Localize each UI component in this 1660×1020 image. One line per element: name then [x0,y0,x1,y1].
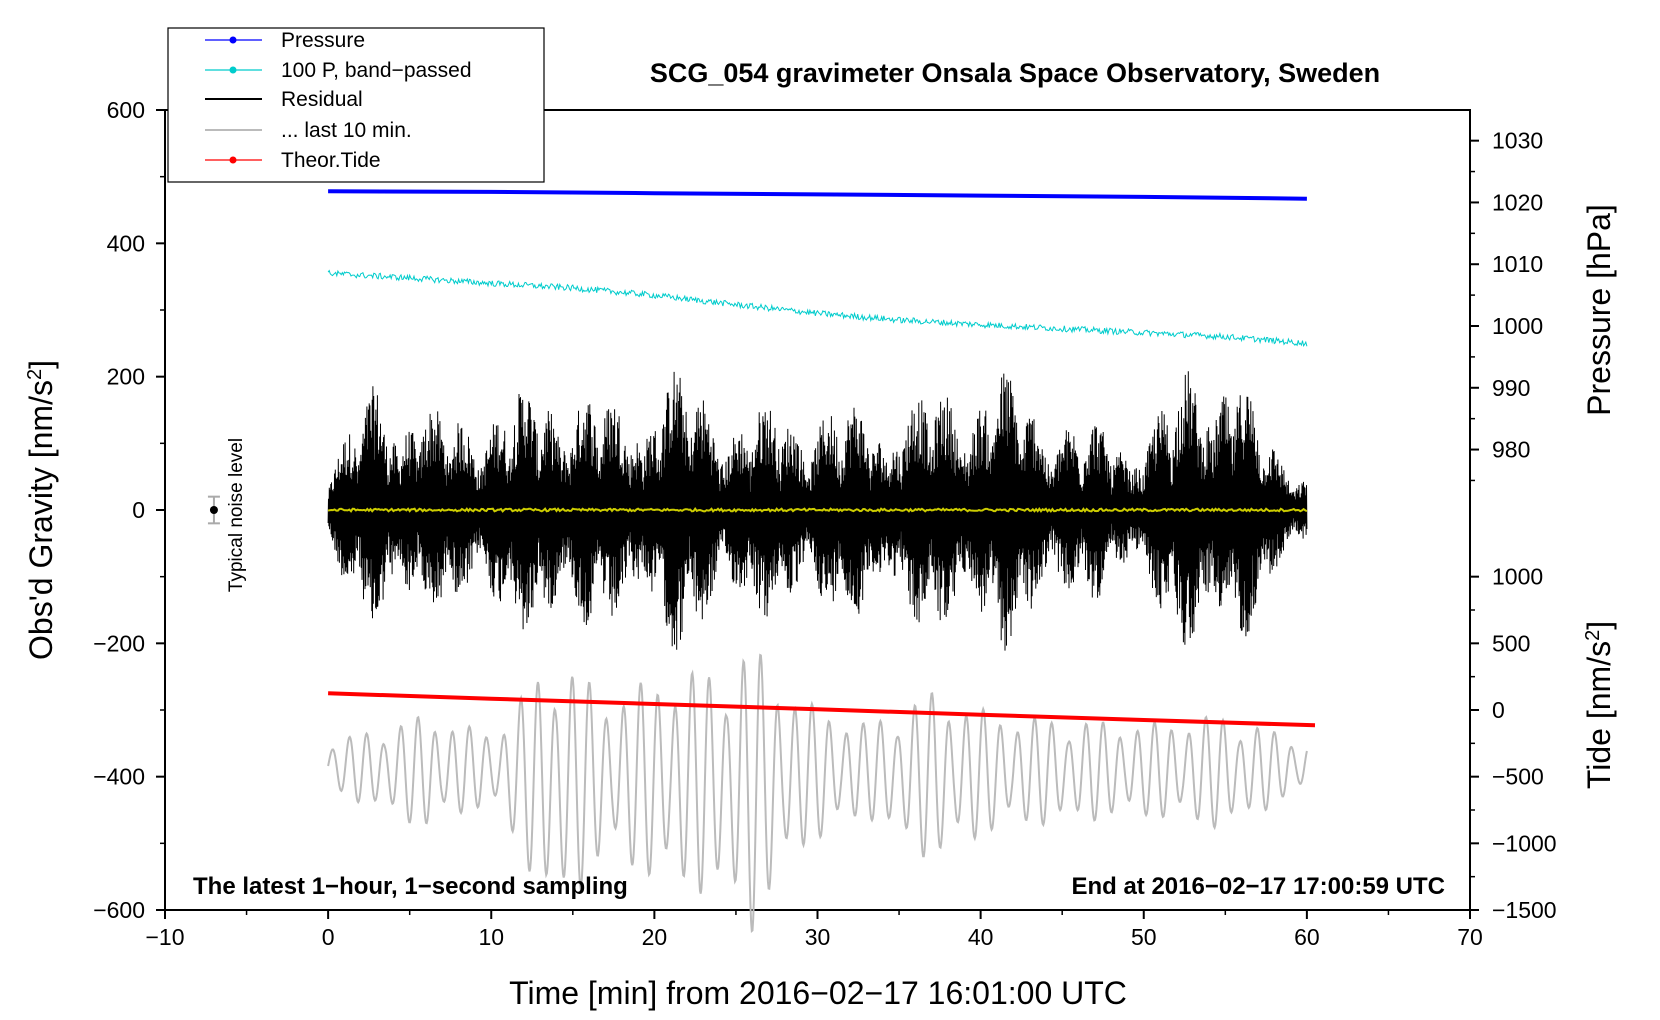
pressure-axis-title: Pressure [hPa] [1581,204,1617,416]
legend-tide-marker [229,156,237,164]
y-tick-label: −200 [93,630,145,656]
y-tick-label: 400 [107,230,145,256]
y-axis-title-left-end: ] [23,360,59,369]
pressure-tick-label: 1010 [1492,251,1543,277]
pressure-axis-title-text: Pressure [hPa] [1581,204,1617,416]
axes-layer: −10 0 10 20 30 40 50 60 70−600−400−2000200400600… [93,97,1556,950]
y-tick-label: 200 [107,364,145,390]
legend-item-residual: Residual [205,88,363,111]
tide-axis-title-text: Tide [nm/s [1581,641,1617,789]
legend-box [167,27,545,183]
series-pressure-line [328,189,1307,201]
y-axis-title-left-text: Obs'd Gravity [nm/s [23,380,59,660]
noise-level-label-wrap: Typical noise level [226,438,247,592]
series-residual-line [327,371,1308,651]
y-tick-label: 0 [132,497,145,523]
legend-tide-label: Theor.Tide [281,149,381,172]
x-tick-label: 10 [478,924,504,950]
pressure-tick-label: 1020 [1492,189,1543,215]
data-layer [327,189,1316,934]
svg-text:Tide [nm/s2]: Tide [nm/s2] [1581,621,1617,789]
y-tick-label: −400 [93,764,145,790]
legend-item-last10: ... last 10 min. [205,119,412,142]
x-axis-title: Time [min] from 2016−02−17 16:01:00 UTC [509,975,1127,1011]
y-tick-label: 600 [107,97,145,123]
note-right: End at 2016−02−17 17:00:59 UTC [1071,873,1445,900]
pressure-tick-label: 990 [1492,375,1530,401]
series-tide-line [328,691,1316,728]
legend-item-bandpassed: 100 P, band−passed [205,59,472,82]
legend-item-tide: Theor.Tide [205,149,381,172]
series-last10-line [327,653,1308,934]
x-tick-label: 60 [1294,924,1320,950]
tide-tick-label: −1000 [1492,830,1557,856]
legend-last10-label: ... last 10 min. [281,119,412,142]
chart-title: SCG_054 gravimeter Onsala Space Observat… [650,58,1380,88]
noise-level-marker [207,495,220,525]
x-tick-label: 30 [805,924,831,950]
y-axis-title-left-sup: 2 [24,369,46,380]
x-tick-label: −10 [145,924,184,950]
legend-pressure-label: Pressure [281,29,365,52]
tide-axis-title-sup: 2 [1582,630,1604,641]
series-bandpassed-line [327,269,1308,348]
x-tick-label: 0 [322,924,335,950]
pressure-tick-label: 1000 [1492,313,1543,339]
x-tick-label: 70 [1457,924,1483,950]
noise-level-label: Typical noise level [226,438,247,592]
x-tick-label: 40 [968,924,994,950]
legend: Pressure 100 P, band−passed Residual ...… [167,27,545,183]
series-yellow-line [327,506,1308,513]
tide-tick-label: 500 [1492,630,1530,656]
tide-tick-label: −500 [1492,764,1544,790]
pressure-tick-label: 1030 [1492,128,1543,154]
x-tick-label: 20 [642,924,668,950]
legend-residual-label: Residual [281,88,363,111]
tide-tick-label: −1500 [1492,897,1557,923]
x-tick-label: 50 [1131,924,1157,950]
note-left: The latest 1−hour, 1−second sampling [193,873,628,900]
noise-point [209,506,218,514]
legend-bandpassed-marker [229,66,237,74]
tide-tick-label: 1000 [1492,564,1543,590]
tide-axis-title-end: ] [1581,621,1617,630]
tide-tick-label: 0 [1492,697,1505,723]
legend-pressure-marker [229,36,237,44]
y-tick-label: −600 [93,897,145,923]
y-axis-title-left: Obs'd Gravity [nm/s2] [23,360,59,660]
pressure-tick-label: 980 [1492,437,1530,463]
legend-item-pressure: Pressure [205,29,365,52]
svg-text:Obs'd Gravity [nm/s2]: Obs'd Gravity [nm/s2] [23,360,59,660]
legend-bandpassed-label: 100 P, band−passed [281,59,472,82]
tide-axis-title: Tide [nm/s2] [1581,621,1617,789]
